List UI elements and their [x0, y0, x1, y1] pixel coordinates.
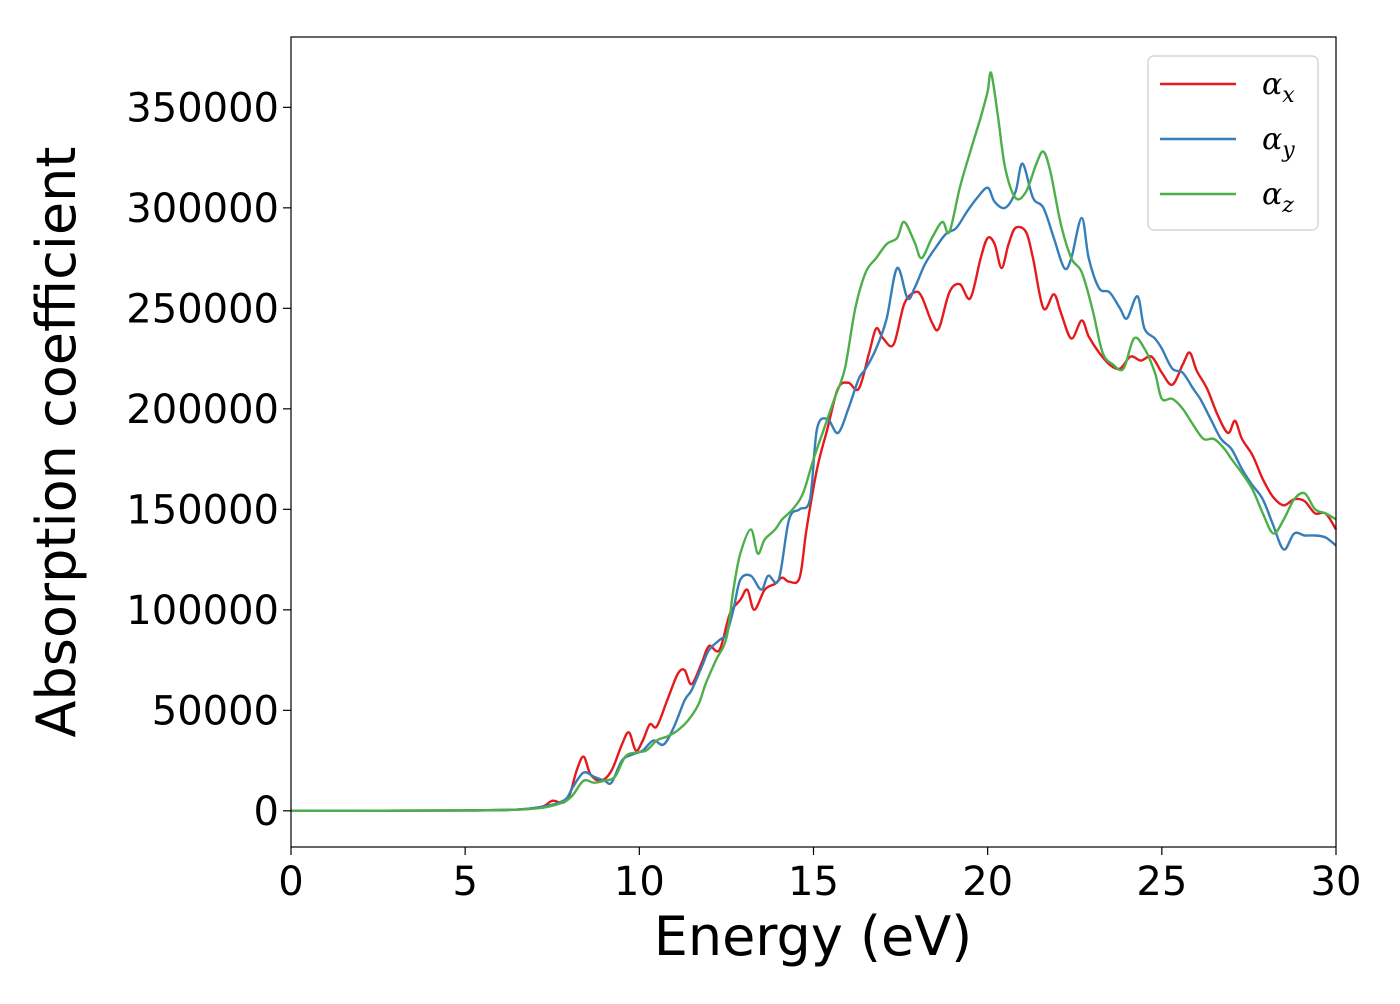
x-axis-title: Energy (eV)	[654, 905, 973, 968]
y-axis-title: Absorption coefficient	[25, 147, 88, 738]
x-tick-label: 5	[452, 859, 477, 905]
y-tick-label: 300000	[126, 186, 279, 232]
series-line-x	[290, 225, 1338, 812]
y-tick-label: 50000	[152, 688, 279, 734]
x-tick-label: 20	[962, 859, 1013, 905]
y-tick-label: 100000	[126, 588, 279, 634]
series-line-z	[290, 71, 1337, 812]
x-tick-label: 25	[1136, 859, 1187, 905]
legend-symbol: α	[1262, 67, 1282, 102]
y-tick-label: 250000	[126, 286, 279, 332]
legend-symbol: α	[1262, 122, 1282, 157]
legend-label-y: αy	[1262, 122, 1295, 163]
legend-subscript: x	[1282, 83, 1295, 108]
series-line-y	[290, 162, 1337, 812]
legend-subscript: y	[1281, 138, 1295, 163]
legend-box	[1147, 55, 1319, 231]
plot-frame	[290, 36, 1337, 848]
x-tick-label: 30	[1311, 859, 1362, 905]
y-tick-label: 200000	[126, 387, 279, 433]
x-tick-label: 10	[614, 859, 665, 905]
legend-symbol: α	[1262, 177, 1282, 212]
y-tick-label: 0	[254, 789, 279, 835]
x-tick-label: 0	[278, 859, 303, 905]
legend-label-x: αx	[1262, 67, 1295, 108]
y-tick-label: 350000	[126, 85, 279, 131]
y-tick-label: 150000	[126, 487, 279, 533]
x-tick-label: 15	[788, 859, 839, 905]
legend-label-z: αz	[1262, 177, 1294, 218]
legend-subscript: z	[1281, 193, 1294, 218]
